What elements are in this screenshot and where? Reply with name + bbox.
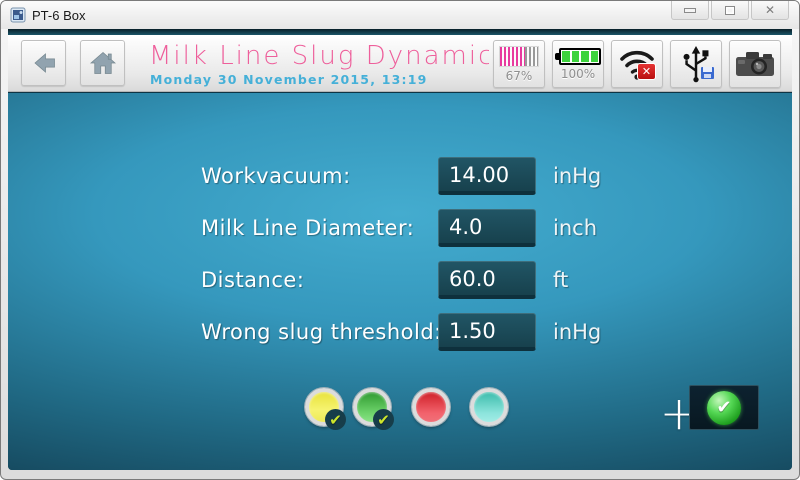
window-title: PT-6 Box (32, 7, 86, 23)
color-button-green[interactable]: ✔ (353, 388, 394, 430)
battery-icon (555, 47, 601, 65)
milk-line-diameter-unit: inch (553, 216, 597, 240)
close-button[interactable]: ✕ (751, 1, 789, 20)
home-button[interactable] (80, 40, 125, 86)
maximize-icon (725, 5, 735, 15)
workvacuum-unit: inHg (553, 164, 602, 188)
color-button-yellow[interactable]: ✔ (305, 388, 346, 430)
minimize-button[interactable] (671, 1, 709, 20)
back-button[interactable] (21, 40, 66, 86)
signal-gauge-icon (499, 45, 539, 67)
title-bar: PT-6 Box (1, 1, 799, 29)
page-date: Monday 30 November 2015, 13:19 (150, 72, 428, 87)
camera-button[interactable] (729, 40, 781, 88)
battery-percent: 100% (560, 66, 596, 81)
milk-line-diameter-input[interactable] (438, 209, 536, 247)
form-row-distance: Distance: ft (8, 261, 792, 301)
app-icon (10, 7, 26, 23)
usb-button[interactable] (670, 40, 722, 88)
window-controls: ✕ (669, 1, 789, 20)
green-selected-check-icon: ✔ (373, 409, 394, 430)
signal-gauge-button[interactable]: 67% (493, 40, 545, 88)
usb-icon (683, 46, 709, 83)
signal-percent: 67% (505, 68, 533, 83)
maximize-button[interactable] (711, 1, 749, 20)
distance-input[interactable] (438, 261, 536, 299)
yellow-selected-check-icon: ✔ (325, 409, 346, 430)
page-title: Milk Line Slug Dynamics (N (149, 41, 489, 71)
top-divider (8, 29, 792, 35)
confirm-check-icon: ✔ (707, 390, 741, 425)
wifi-button[interactable]: ✕ (611, 40, 663, 88)
close-icon: ✕ (764, 3, 776, 17)
wifi-disconnected-badge: ✕ (637, 63, 656, 80)
wrong-slug-threshold-input[interactable] (438, 313, 536, 351)
distance-label: Distance: (201, 268, 305, 292)
camera-icon (736, 52, 774, 76)
form-row-wrong-slug-threshold: Wrong slug threshold: inHg (8, 313, 792, 353)
app-view: Milk Line Slug Dynamics (N Monday 30 Nov… (8, 29, 792, 470)
header-bar: Milk Line Slug Dynamics (N Monday 30 Nov… (8, 35, 792, 92)
wrong-slug-threshold-label: Wrong slug threshold: (201, 320, 442, 344)
wrong-slug-threshold-unit: inHg (553, 320, 602, 344)
battery-button[interactable]: 100% (552, 40, 604, 88)
home-icon (89, 52, 116, 74)
form-row-milk-line-diameter: Milk Line Diameter: inch (8, 209, 792, 249)
storage-floppy-icon (701, 67, 714, 79)
color-button-red[interactable] (412, 388, 450, 426)
confirm-button[interactable]: ✔ (689, 385, 759, 430)
back-arrow-icon (33, 53, 55, 73)
form-row-workvacuum: Workvacuum: inHg (8, 157, 792, 197)
settings-panel: Workvacuum: inHg Milk Line Diameter: inc… (8, 93, 792, 470)
workvacuum-label: Workvacuum: (201, 164, 351, 188)
color-button-cyan[interactable] (470, 388, 508, 426)
workvacuum-input[interactable] (438, 157, 536, 195)
minimize-icon (684, 7, 696, 13)
distance-unit: ft (553, 268, 569, 292)
milk-line-diameter-label: Milk Line Diameter: (201, 216, 415, 240)
